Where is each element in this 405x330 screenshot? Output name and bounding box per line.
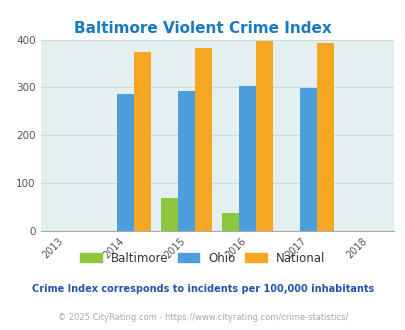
Bar [178, 91, 195, 231]
Bar [161, 198, 178, 231]
Text: © 2025 CityRating.com - https://www.cityrating.com/crime-statistics/: © 2025 CityRating.com - https://www.city… [58, 313, 347, 322]
Bar [299, 88, 316, 231]
Bar [256, 41, 273, 231]
Bar [222, 213, 239, 231]
Bar [134, 51, 151, 231]
Bar [239, 86, 256, 231]
Text: Crime Index corresponds to incidents per 100,000 inhabitants: Crime Index corresponds to incidents per… [32, 284, 373, 294]
Text: Baltimore Violent Crime Index: Baltimore Violent Crime Index [74, 21, 331, 36]
Bar [316, 44, 333, 231]
Bar [117, 94, 134, 231]
Legend: Baltimore, Ohio, National: Baltimore, Ohio, National [76, 247, 329, 269]
Bar [195, 48, 212, 231]
